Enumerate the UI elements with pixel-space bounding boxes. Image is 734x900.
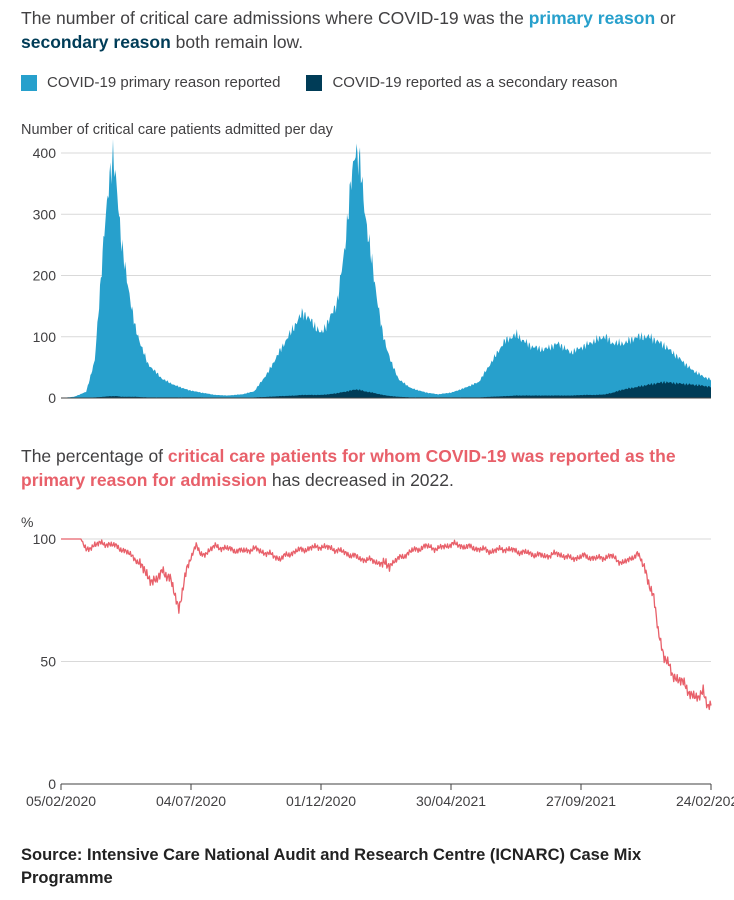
x-tick-label: 05/02/2020 <box>26 793 96 809</box>
heading-primary-highlight: primary reason <box>528 8 656 28</box>
legend-swatch-secondary <box>306 74 323 91</box>
heading-secondary-highlight: secondary reason <box>21 32 171 52</box>
x-tick-label: 24/02/2022 <box>676 793 734 809</box>
x-tick-label: 27/09/2021 <box>546 793 616 809</box>
chart-heading-percentage: The percentage of critical care patients… <box>21 444 711 492</box>
y-tick-label: 100 <box>33 329 57 345</box>
legend-item-secondary: COVID-19 reported as a secondary reason <box>306 74 618 91</box>
primary-reason-area <box>61 139 711 399</box>
heading-text: The percentage of <box>21 446 168 466</box>
secondary-reason-area <box>61 380 711 398</box>
heading-text: both remain low. <box>170 32 304 52</box>
heading-text: has decreased in 2022. <box>267 470 454 490</box>
legend-swatch-primary <box>21 74 37 91</box>
y-tick-label: 0 <box>48 776 56 792</box>
percentage-line-chart: % 0 50 100 05/02/2020 04/07/2020 01/12/2020 30/… <box>21 514 734 809</box>
percentage-series-line <box>61 538 712 711</box>
chart-legend: COVID-19 primary reason reported COVID-1… <box>21 74 644 91</box>
source-note: Source: Intensive Care National Audit an… <box>21 846 642 887</box>
x-tick-label: 04/07/2020 <box>156 793 226 809</box>
y-tick-label: 300 <box>33 206 57 222</box>
y-tick-label: 400 <box>33 145 57 161</box>
heading-text: or <box>655 8 676 28</box>
x-tick-label: 30/04/2021 <box>416 793 486 809</box>
admissions-area-chart: 0 100 200 300 400 <box>33 139 711 406</box>
y-axis-label-percent: % <box>21 514 33 530</box>
y-tick-label: 200 <box>33 268 57 284</box>
chart-heading-admissions: The number of critical care admissions w… <box>21 6 711 54</box>
heading-text: The number of critical care admissions w… <box>21 8 529 28</box>
y-tick-label: 50 <box>40 654 56 670</box>
y-tick-label: 0 <box>48 390 56 406</box>
legend-item-primary: COVID-19 primary reason reported <box>21 74 280 91</box>
y-tick-label: 100 <box>33 531 57 547</box>
x-tick-label: 01/12/2020 <box>286 793 356 809</box>
legend-label-secondary: COVID-19 reported as a secondary reason <box>332 74 618 91</box>
y-axis-label-admissions: Number of critical care patients admitte… <box>21 122 333 138</box>
heading-red-highlight: critical care patients for whom COVID-19… <box>21 446 676 490</box>
legend-label-primary: COVID-19 primary reason reported <box>47 74 281 91</box>
